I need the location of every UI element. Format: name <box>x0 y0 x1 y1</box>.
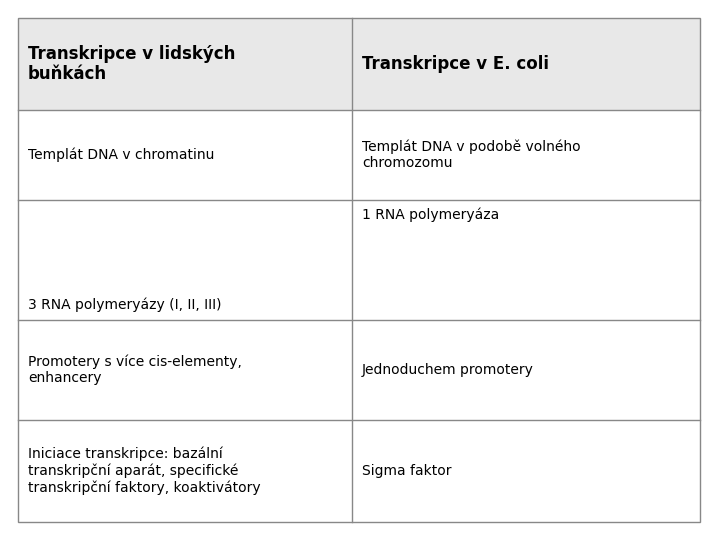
Text: Templát DNA v chromatinu: Templát DNA v chromatinu <box>28 148 215 162</box>
Text: Templát DNA v podobě volného
chromozomu: Templát DNA v podobě volného chromozomu <box>362 140 580 170</box>
Text: Promotery s více cis-elementy,
enhancery: Promotery s více cis-elementy, enhancery <box>28 355 242 386</box>
Text: Transkripce v E. coli: Transkripce v E. coli <box>362 55 549 73</box>
Text: 3 RNA polymeryázy (I, II, III): 3 RNA polymeryázy (I, II, III) <box>28 298 222 312</box>
Text: 1 RNA polymeryáza: 1 RNA polymeryáza <box>362 208 499 222</box>
Bar <box>18 18 700 110</box>
Text: Jednoduchem promotery: Jednoduchem promotery <box>362 363 534 377</box>
Text: Sigma faktor: Sigma faktor <box>362 464 451 478</box>
Text: Transkripce v lidských
buňkách: Transkripce v lidských buňkách <box>28 45 235 83</box>
Text: Iniciace transkripce: bazální
transkripční aparát, specifické
transkripční fakto: Iniciace transkripce: bazální transkripč… <box>28 447 261 495</box>
